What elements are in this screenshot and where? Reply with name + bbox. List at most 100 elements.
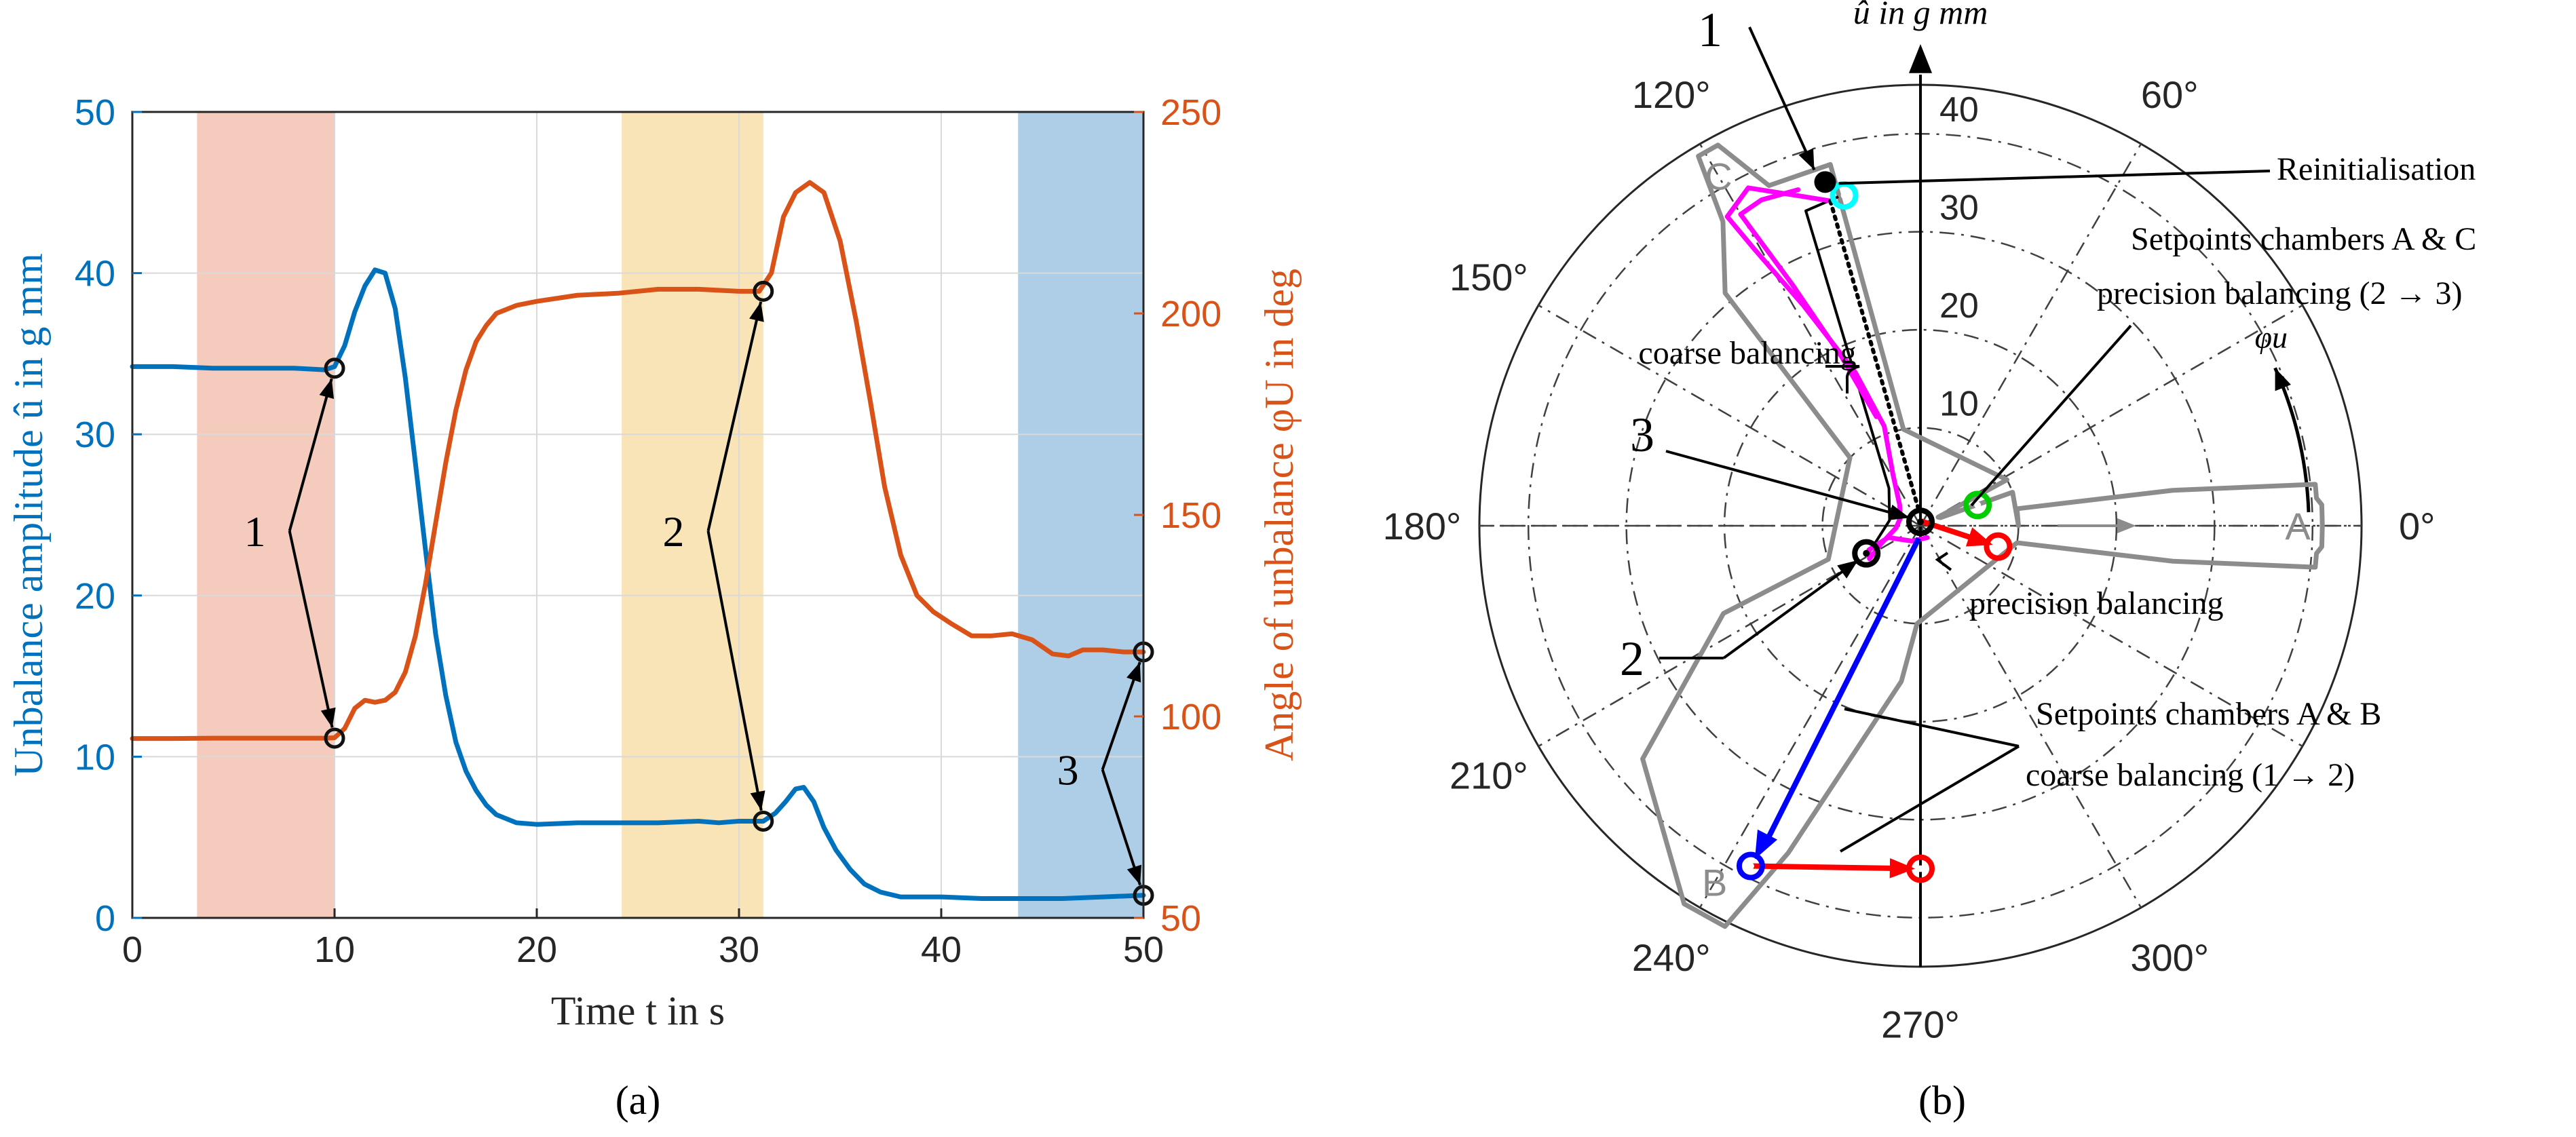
polar-point-center-green (1974, 501, 1982, 509)
annotation-text-0: 1 (1698, 3, 1722, 57)
y-left-tick-label: 0 (95, 898, 115, 939)
series-line-angle (130, 180, 1146, 741)
chamber-outline (1640, 142, 2325, 929)
x-tick-label: 50 (1123, 929, 1164, 970)
polar-point-point-2 (1852, 539, 1881, 568)
annotation-text-9: coarse balancing (1 → 2) (2026, 757, 2355, 793)
annotation-text-4: Setpoints chambers A & C (2131, 221, 2476, 257)
polar-point-1 (1814, 171, 1836, 193)
polar-spoke (1538, 304, 1921, 527)
x-tick-label: 20 (516, 929, 557, 970)
y-right-tick-label: 200 (1160, 294, 1221, 334)
polar-point-center-blue-B (1747, 862, 1754, 870)
annotation-arrow-2-head (1837, 560, 1859, 579)
annotation-text-5: precision balancing (2 → 3) (2097, 275, 2463, 311)
coarse-balancing-bracket-path (1804, 195, 1891, 554)
polar-point-center-red-A (1994, 543, 2002, 550)
polar-angle-axis-label: φu (2255, 320, 2288, 354)
data-marker (324, 727, 345, 749)
annotation-arrow-1 (288, 378, 333, 532)
coarse-balancing-vector (1760, 537, 1921, 850)
annotation-label-2: 2 (663, 507, 685, 556)
y-right-tick-label: 100 (1160, 697, 1221, 737)
polar-angle-label: 0° (2399, 505, 2436, 547)
polar-point-point-3 (1906, 507, 1935, 537)
polar-angle-label: 300° (2130, 936, 2209, 979)
annotation-arrow-3 (1101, 661, 1141, 771)
polar-point-green (1963, 490, 1992, 520)
polar-angle-label: 180° (1383, 505, 1462, 547)
annotation-text-8: Setpoints chambers A & B (2036, 696, 2381, 732)
polar-point-blue-B (1736, 851, 1765, 881)
panel-a-line-chart: 1 23 0 10 20 30 40 500102030405050100150200250… (6, 92, 1302, 1123)
polar-radial-label: 10 (1939, 385, 1979, 424)
annotation-text-2: 3 (1630, 408, 1654, 462)
data-marker (324, 358, 345, 379)
polar-vertical-axis-arrowhead (1908, 44, 1933, 73)
annotation-text-1: 2 (1620, 632, 1644, 686)
polar-radial-label: 40 (1939, 90, 1979, 130)
annotation-leader-reinit (1838, 170, 2271, 185)
polar-point-center-point-2 (1863, 550, 1870, 557)
annotation-leader-ac (1970, 324, 2132, 507)
polar-point-center-red-270 (1917, 865, 1924, 872)
annotation-brace-precision (1935, 552, 1952, 571)
y-right-tick-label: 50 (1160, 898, 1201, 939)
panel-a-label: (a) (615, 1078, 661, 1123)
y-left-tick-label: 30 (75, 415, 115, 455)
chamber-a-direction-arrowhead (2117, 518, 2136, 534)
annotation-arrow-3-head (1888, 504, 1910, 520)
annotation-arrow-2 (706, 301, 763, 532)
chamber-label-B: B (1702, 861, 1727, 904)
annotation-arrowhead-3 (1126, 662, 1141, 683)
coarse-balancing-path (1724, 185, 1930, 562)
polar-angle-direction-arrowhead (2275, 368, 2291, 391)
annotation-arrow-3 (1101, 769, 1141, 886)
shaded-interval-2 (622, 112, 763, 918)
y-right-tick-label: 250 (1160, 92, 1221, 133)
polar-point-center-start (1840, 192, 1848, 199)
data-marker (753, 810, 774, 832)
polar-point-red-A (1984, 532, 2013, 561)
polar-radial-label: 20 (1939, 286, 1979, 326)
x-tick-label: 0 (122, 929, 143, 970)
y-left-tick-label: 20 (75, 576, 115, 617)
annotation-leader-ab-2 (1839, 745, 2020, 853)
shaded-interval-3 (1018, 112, 1143, 918)
annotation-arrow-1-head (1798, 148, 1815, 170)
annotation-arrowhead-3 (1126, 864, 1141, 885)
shaded-interval-1 (197, 112, 335, 918)
x-tick-label: 30 (719, 929, 759, 970)
polar-spoke (1699, 525, 1922, 908)
y-right-tick-label: 150 (1160, 495, 1221, 536)
polar-radial-label: 30 (1939, 189, 1979, 228)
series-line-amplitude (130, 267, 1146, 901)
y-left-tick-label: 40 (75, 254, 115, 294)
polar-angle-label: 240° (1632, 936, 1711, 979)
y-left-tick-label: 50 (75, 92, 115, 133)
polar-spoke (1919, 143, 2142, 526)
annotation-label-3: 3 (1057, 746, 1079, 794)
annotation-arrow-3 (1665, 450, 1910, 520)
panel-a-xlabel: Time t in s (551, 988, 725, 1033)
polar-angle-label: 270° (1881, 1003, 1960, 1046)
setpoint-vector-1 (1750, 863, 1908, 872)
annotation-text-6: coarse balancing (1638, 335, 1856, 371)
panel-a-ylabel-left: Unbalance amplitude û in g mm (6, 253, 51, 776)
annotation-text-7: precision balancing (1969, 585, 2224, 621)
panel-b-polar-chart: 0° 60° 120° 150° 180° 210° 240° 270° 300° 10 20 30 4… (1383, 0, 2477, 1123)
annotation-arrow-1 (288, 531, 334, 728)
annotation-arrowhead-1 (320, 707, 336, 728)
x-tick-label: 10 (314, 929, 355, 970)
annotation-arrow-2 (1722, 559, 1859, 659)
annotation-text-3: Reinitialisation (2277, 151, 2476, 187)
panel-b-label: (b) (1918, 1078, 1966, 1123)
reinitialisation-dotted-line (1828, 199, 1922, 516)
y-left-tick-label: 10 (75, 737, 115, 777)
polar-radial-axis-label: û in g mm (1853, 0, 1988, 31)
polar-angle-label: 150° (1450, 256, 1528, 298)
polar-point-red-270 (1906, 854, 1935, 883)
annotation-label-1: 1 (244, 507, 266, 556)
annotation-brace-coarse (1825, 365, 1860, 393)
